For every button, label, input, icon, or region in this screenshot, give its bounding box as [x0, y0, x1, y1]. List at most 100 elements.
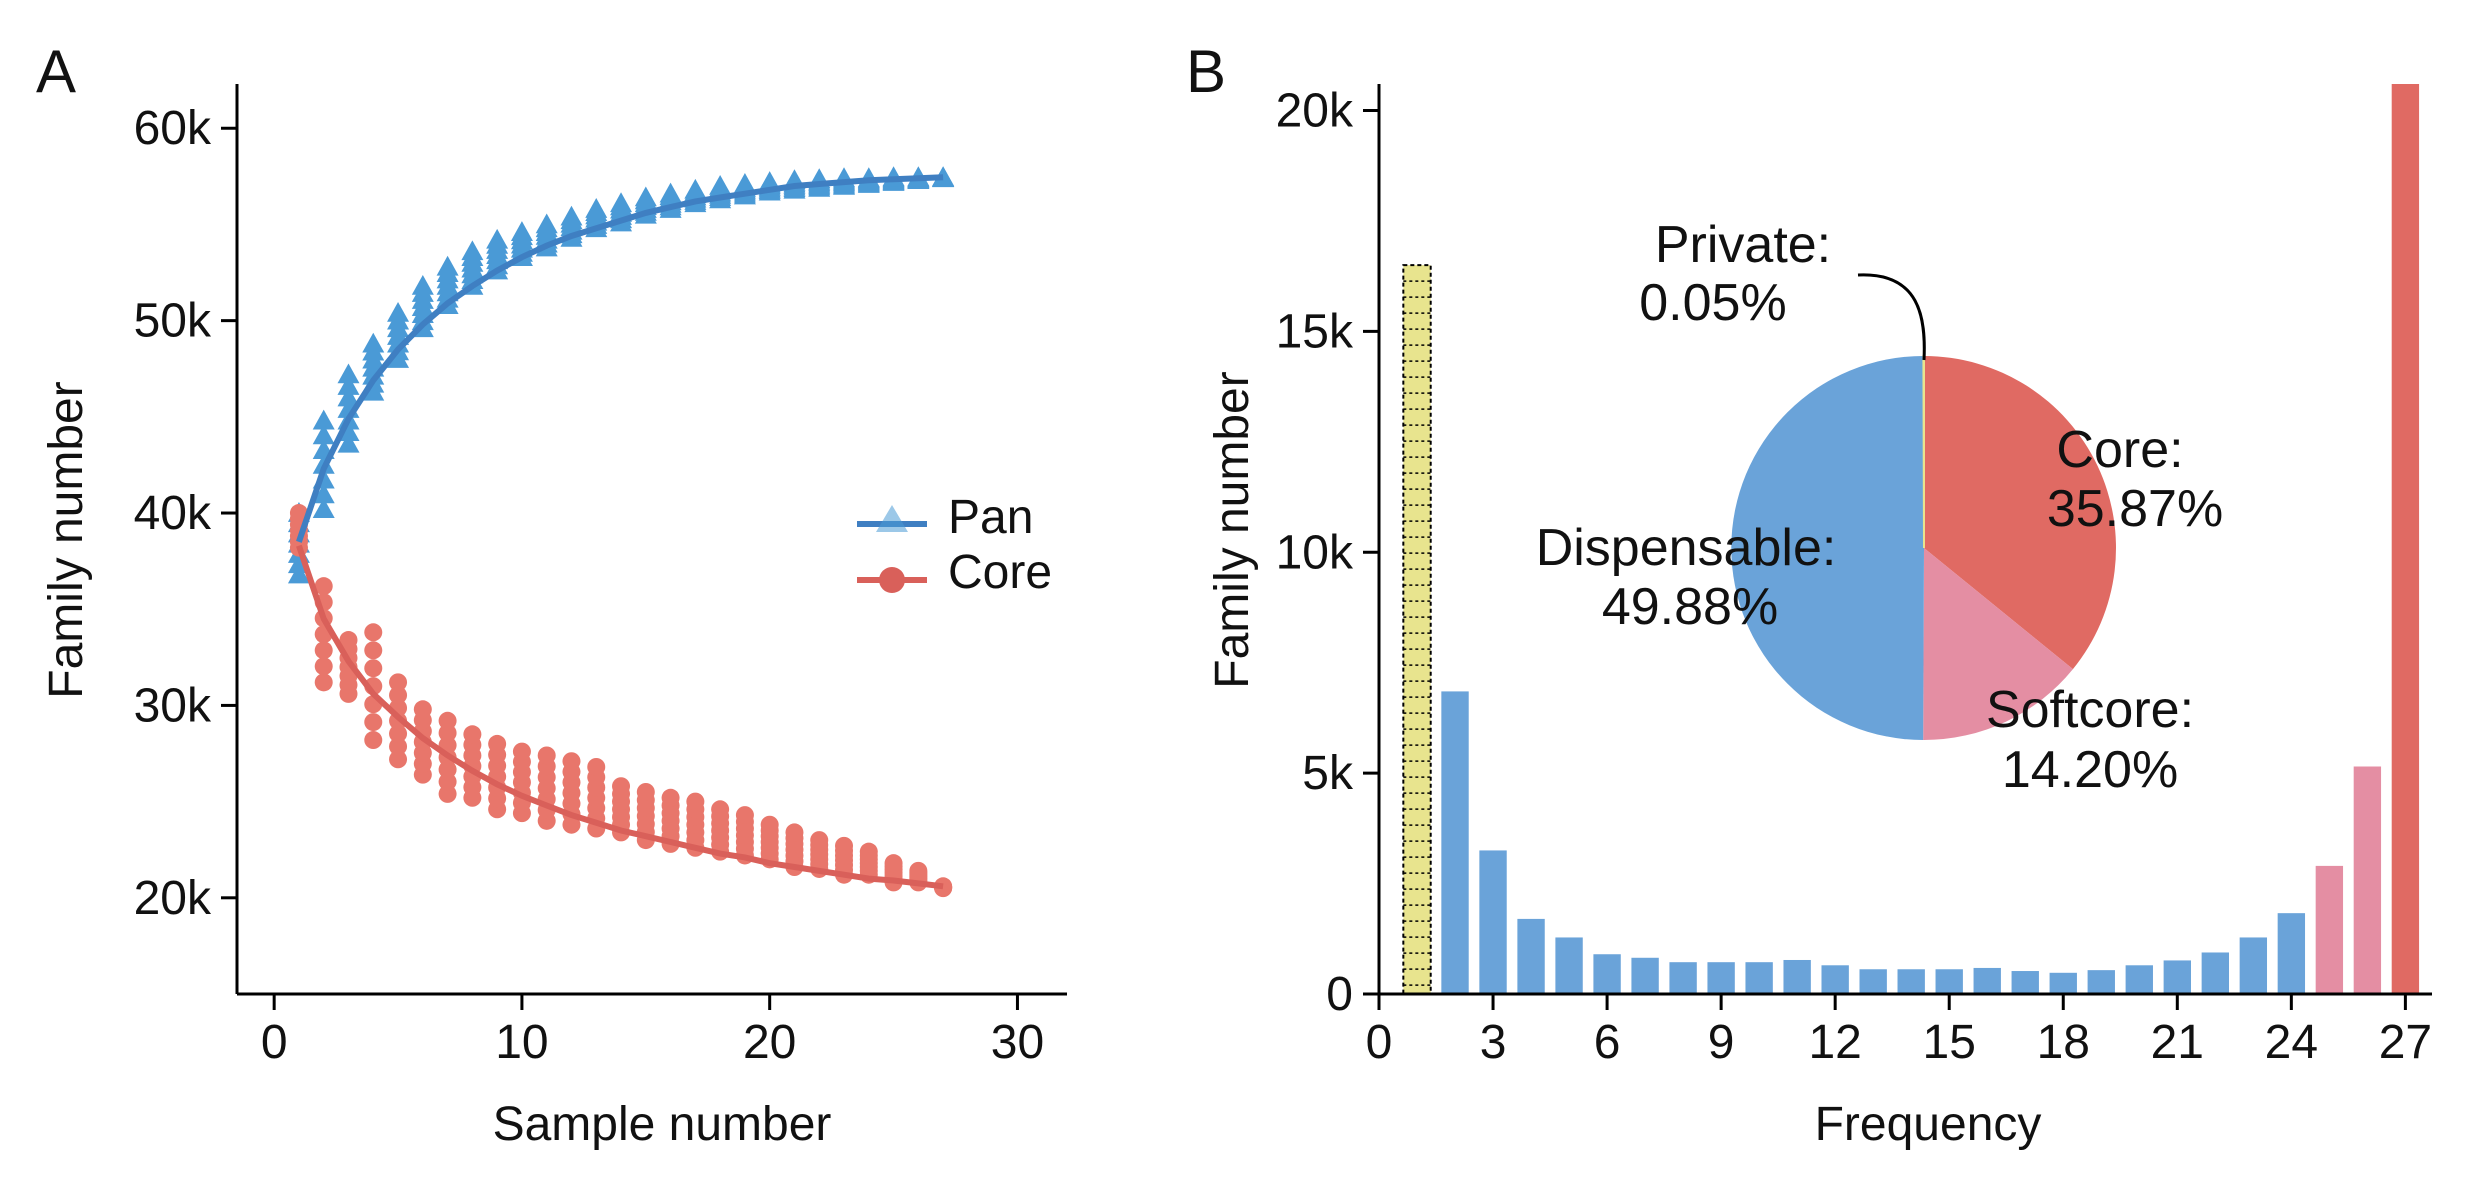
panel-a-x-axis-title: Sample number — [493, 1098, 832, 1151]
panel-a-y-axis-title: Family number — [40, 381, 93, 698]
bar-dispensable — [1441, 691, 1469, 994]
core-data-point — [413, 700, 432, 719]
core-data-point — [314, 673, 333, 692]
bar-dispensable — [1517, 918, 1545, 994]
x-tick-label: 12 — [1808, 1016, 1861, 1069]
pie-label-core-pct: 35.87% — [2047, 480, 2223, 538]
bar-core — [2391, 84, 2420, 994]
panel-a-letter: A — [36, 38, 76, 105]
x-tick-label: 24 — [2265, 1016, 2318, 1069]
y-tick-label: 20k — [1276, 85, 1354, 138]
pan-data-point — [535, 213, 558, 234]
core-data-point — [488, 734, 507, 753]
core-data-point — [686, 792, 705, 811]
core-data-point — [587, 757, 606, 776]
core-data-point — [934, 877, 953, 896]
pie-label-dispensable-pct: 49.88% — [1602, 578, 1778, 636]
core-data-point — [661, 788, 680, 807]
bar-dispensable — [1897, 969, 1925, 994]
y-tick-label: 0 — [1326, 968, 1353, 1021]
core-data-point — [463, 725, 482, 744]
core-data-point — [735, 806, 754, 825]
pie-label-private-name: Private: — [1655, 216, 1831, 274]
bar-softcore — [2353, 766, 2382, 994]
core-data-point — [389, 750, 408, 769]
bar-dispensable — [2049, 972, 2077, 994]
core-data-point — [909, 861, 928, 880]
bar-dispensable — [1973, 967, 2001, 994]
core-data-point — [364, 659, 383, 678]
pan-data-point — [287, 563, 310, 584]
x-tick-label: 3 — [1480, 1016, 1507, 1069]
core-data-point — [760, 815, 779, 834]
pan-data-point — [610, 192, 633, 213]
pie-label-private-pct: 0.05% — [1639, 274, 1786, 332]
pan-data-point — [659, 182, 682, 203]
bar-dispensable — [2011, 971, 2039, 994]
legend-core-circle-icon — [879, 567, 905, 593]
y-tick-label: 5k — [1302, 747, 1354, 800]
pie-label-softcore-name: Softcore: — [1986, 681, 2194, 739]
bar-dispensable — [1479, 850, 1507, 994]
y-tick-label: 20k — [134, 872, 212, 925]
core-data-point — [314, 641, 333, 660]
inset-pie-chart — [1731, 354, 2116, 741]
core-data-point — [339, 631, 358, 650]
x-tick-label: 30 — [991, 1016, 1044, 1069]
pan-data-point — [337, 375, 360, 395]
panel-b-letter: B — [1186, 38, 1226, 105]
bar-dispensable — [2201, 952, 2230, 994]
legend-core-label: Core — [948, 546, 1052, 599]
core-points — [289, 504, 953, 898]
core-data-point — [859, 842, 878, 861]
frequency-bars — [1402, 84, 2420, 995]
pie-label-softcore-pct: 14.20% — [2002, 741, 2178, 799]
y-tick-label: 30k — [134, 679, 212, 732]
x-tick-label: 27 — [2379, 1016, 2432, 1069]
pan-data-point — [312, 498, 335, 518]
bar-dispensable — [1859, 969, 1887, 994]
core-fit-line — [296, 544, 944, 890]
core-data-point — [835, 836, 854, 855]
bar-dispensable — [1783, 959, 1811, 994]
core-data-point — [537, 746, 556, 765]
pan-data-point — [733, 173, 756, 193]
x-tick-label: 18 — [2037, 1016, 2090, 1069]
pan-data-point — [337, 363, 360, 384]
panel-a-pan-core-curve: A 0 10 20 30 20k 30k 40k 50k 60k Sample number F… — [36, 38, 1067, 1151]
panel-b-axes — [1377, 84, 2432, 996]
bar-dispensable — [2087, 970, 2115, 994]
core-data-point — [389, 737, 408, 756]
core-data-point — [364, 731, 383, 750]
pan-fit-line — [296, 174, 944, 543]
bar-dispensable — [2163, 960, 2191, 994]
core-data-point — [785, 823, 804, 842]
x-tick-label: 9 — [1708, 1016, 1735, 1069]
pan-data-point — [932, 166, 955, 187]
x-tick-label: 21 — [2151, 1016, 2204, 1069]
core-data-point — [389, 673, 408, 692]
bar-dispensable — [1935, 969, 1963, 994]
panel-a-ticks: 0 10 20 30 20k 30k 40k 50k 60k — [134, 102, 1045, 1069]
pan-data-point — [411, 275, 434, 295]
bar-softcore — [2315, 865, 2344, 994]
legend-pan-label: Pan — [948, 491, 1033, 544]
bar-dispensable — [1593, 954, 1621, 994]
core-data-point — [364, 623, 383, 642]
pie-label-core-name: Core: — [2056, 421, 2183, 479]
x-tick-label: 20 — [743, 1016, 796, 1069]
y-tick-label: 10k — [1276, 526, 1354, 579]
pan-data-point — [560, 205, 583, 226]
core-data-point — [612, 777, 631, 796]
core-data-point — [364, 713, 383, 732]
core-data-point — [438, 711, 457, 730]
core-data-point — [636, 782, 655, 801]
core-data-point — [389, 724, 408, 743]
bar-dispensable — [1631, 957, 1659, 994]
core-data-point — [562, 752, 581, 771]
pan-data-point — [337, 386, 360, 407]
y-tick-label: 50k — [134, 295, 212, 348]
core-data-point — [364, 641, 383, 660]
y-tick-label: 60k — [134, 102, 212, 155]
legend-pan-triangle-icon — [876, 505, 908, 532]
